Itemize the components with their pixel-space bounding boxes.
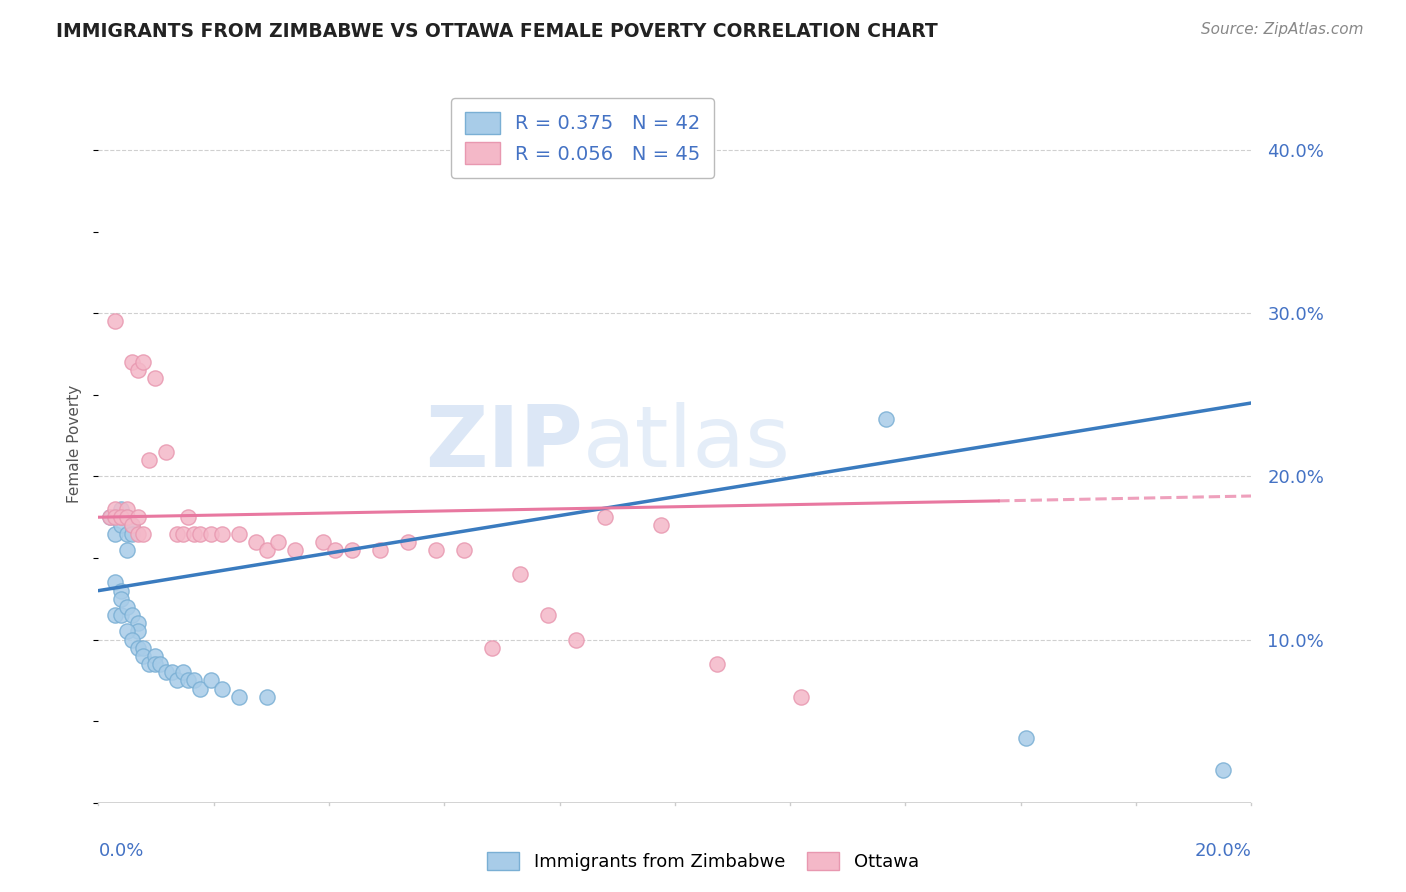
Point — [245, 534, 267, 549]
Point — [537, 608, 560, 623]
Point — [110, 510, 132, 524]
Point — [172, 526, 194, 541]
Point — [183, 526, 205, 541]
Text: atlas: atlas — [582, 402, 790, 485]
Point — [115, 542, 138, 557]
Point — [211, 681, 233, 696]
Point — [312, 534, 335, 549]
Point — [110, 510, 132, 524]
Point — [396, 534, 419, 549]
Point — [453, 542, 475, 557]
Point — [138, 453, 160, 467]
Point — [115, 510, 138, 524]
Y-axis label: Female Poverty: Female Poverty — [67, 384, 83, 503]
Point — [98, 510, 121, 524]
Point — [172, 665, 194, 680]
Point — [132, 526, 155, 541]
Point — [121, 518, 143, 533]
Text: IMMIGRANTS FROM ZIMBABWE VS OTTAWA FEMALE POVERTY CORRELATION CHART: IMMIGRANTS FROM ZIMBABWE VS OTTAWA FEMAL… — [56, 22, 938, 41]
Point — [155, 665, 177, 680]
Point — [160, 665, 183, 680]
Point — [121, 632, 143, 647]
Point — [121, 608, 143, 623]
Point — [143, 657, 166, 671]
Point — [323, 542, 346, 557]
Point — [166, 673, 188, 688]
Point — [104, 502, 127, 516]
Point — [143, 648, 166, 663]
Point — [110, 583, 132, 598]
Point — [115, 526, 138, 541]
Point — [177, 673, 200, 688]
Point — [368, 542, 391, 557]
Point — [98, 510, 121, 524]
Point — [138, 657, 160, 671]
Point — [1015, 731, 1038, 745]
Point — [166, 526, 188, 541]
Point — [132, 648, 155, 663]
Point — [211, 526, 233, 541]
Point — [110, 518, 132, 533]
Point — [132, 355, 155, 369]
Point — [115, 624, 138, 639]
Point — [188, 526, 211, 541]
Point — [149, 657, 172, 671]
Point — [127, 624, 149, 639]
Point — [267, 534, 290, 549]
Point — [121, 518, 143, 533]
Legend: Immigrants from Zimbabwe, Ottawa: Immigrants from Zimbabwe, Ottawa — [479, 845, 927, 879]
Point — [1212, 763, 1234, 777]
Text: ZIP: ZIP — [425, 402, 582, 485]
Point — [509, 567, 531, 582]
Point — [593, 510, 616, 524]
Point — [284, 542, 307, 557]
Point — [127, 616, 149, 631]
Point — [104, 510, 127, 524]
Text: 20.0%: 20.0% — [1195, 842, 1251, 860]
Point — [110, 591, 132, 606]
Point — [143, 371, 166, 385]
Point — [200, 673, 222, 688]
Point — [115, 599, 138, 614]
Point — [256, 542, 278, 557]
Point — [110, 502, 132, 516]
Point — [127, 510, 149, 524]
Point — [200, 526, 222, 541]
Point — [183, 673, 205, 688]
Text: Source: ZipAtlas.com: Source: ZipAtlas.com — [1201, 22, 1364, 37]
Point — [228, 526, 250, 541]
Point — [155, 445, 177, 459]
Point — [104, 575, 127, 590]
Point — [127, 526, 149, 541]
Point — [110, 608, 132, 623]
Point — [875, 412, 897, 426]
Point — [706, 657, 728, 671]
Point — [340, 542, 363, 557]
Point — [104, 608, 127, 623]
Point — [127, 640, 149, 655]
Point — [104, 526, 127, 541]
Point — [481, 640, 503, 655]
Point — [121, 526, 143, 541]
Point — [188, 681, 211, 696]
Point — [115, 510, 138, 524]
Point — [104, 314, 127, 328]
Point — [132, 640, 155, 655]
Point — [228, 690, 250, 704]
Point — [177, 510, 200, 524]
Point — [565, 632, 588, 647]
Point — [115, 502, 138, 516]
Point — [425, 542, 447, 557]
Legend: R = 0.375   N = 42, R = 0.056   N = 45: R = 0.375 N = 42, R = 0.056 N = 45 — [451, 98, 714, 178]
Point — [121, 355, 143, 369]
Point — [790, 690, 813, 704]
Point — [650, 518, 672, 533]
Point — [256, 690, 278, 704]
Text: 0.0%: 0.0% — [98, 842, 143, 860]
Point — [104, 510, 127, 524]
Point — [127, 363, 149, 377]
